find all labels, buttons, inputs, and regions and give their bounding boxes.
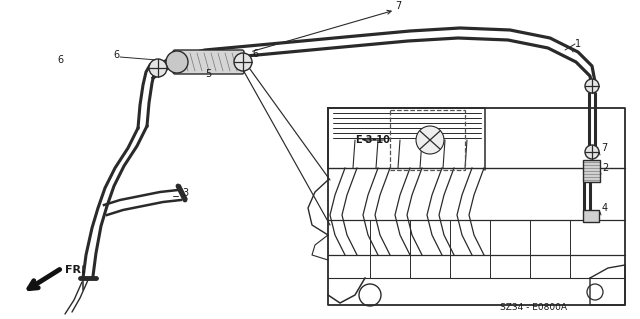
Circle shape bbox=[166, 51, 188, 73]
Circle shape bbox=[585, 79, 599, 93]
Bar bbox=[583, 160, 600, 182]
Text: 2: 2 bbox=[602, 163, 608, 173]
Text: FR.: FR. bbox=[65, 265, 86, 275]
Text: 7: 7 bbox=[601, 143, 607, 153]
Text: 4: 4 bbox=[602, 203, 608, 213]
Text: 6: 6 bbox=[57, 55, 63, 65]
FancyBboxPatch shape bbox=[173, 50, 244, 74]
Text: 7: 7 bbox=[395, 1, 401, 11]
Text: 1: 1 bbox=[575, 39, 581, 49]
Circle shape bbox=[149, 59, 167, 77]
Text: 6: 6 bbox=[252, 49, 258, 59]
Circle shape bbox=[234, 53, 252, 71]
Bar bbox=[583, 210, 599, 222]
Bar bbox=[390, 110, 465, 170]
Circle shape bbox=[416, 126, 444, 154]
Text: E-3-10: E-3-10 bbox=[355, 135, 390, 145]
Circle shape bbox=[585, 145, 599, 159]
Text: 5: 5 bbox=[205, 69, 211, 79]
Text: 3: 3 bbox=[182, 188, 188, 198]
Text: SZ34 - E0800A: SZ34 - E0800A bbox=[500, 303, 567, 313]
Text: 6: 6 bbox=[114, 50, 120, 60]
